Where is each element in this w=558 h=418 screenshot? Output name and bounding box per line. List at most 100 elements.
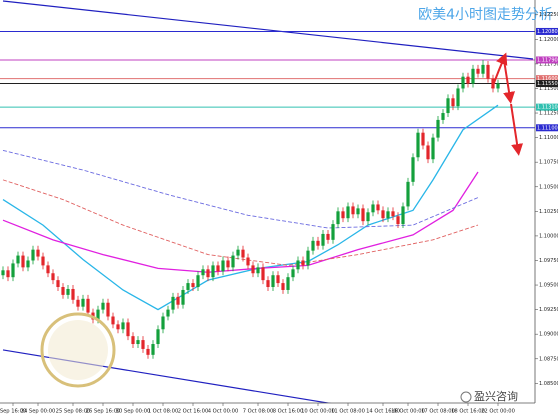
x-tick-label: 8 Oct 16:00 xyxy=(273,409,304,415)
candle-body xyxy=(381,210,385,219)
candle-body xyxy=(261,267,265,281)
logo-fill xyxy=(48,320,108,380)
candle-body xyxy=(291,269,295,278)
candle-body xyxy=(371,204,375,213)
forecast-arrow xyxy=(510,103,524,156)
watermark: 盈兴咨询 xyxy=(474,389,518,403)
candle-body xyxy=(111,316,115,325)
candle-body xyxy=(396,216,400,225)
candle-body xyxy=(236,249,240,256)
candle-body xyxy=(296,260,300,270)
candle-body xyxy=(496,83,500,89)
candle-body xyxy=(41,256,45,266)
candle-body xyxy=(36,249,40,257)
forecast-arrow xyxy=(491,52,508,89)
candle-body xyxy=(216,265,220,272)
candle-body xyxy=(351,206,355,215)
candle-body xyxy=(456,88,460,107)
candle-body xyxy=(96,309,100,320)
y-tick-label: 1.11000 xyxy=(539,135,558,141)
x-tick-label: 24 Sep 00:00 xyxy=(21,409,56,415)
candle-body xyxy=(386,211,390,219)
y-tick-label: 1.10250 xyxy=(539,209,558,215)
x-tick-label: 2 Oct 16:00 xyxy=(178,409,209,415)
candle-body xyxy=(206,269,210,278)
level-label: 1.11100 xyxy=(537,125,558,131)
candle-body xyxy=(301,260,305,266)
y-tick-label: 1.08500 xyxy=(539,381,558,387)
candle-body xyxy=(341,211,345,219)
watermark-icon xyxy=(460,391,472,403)
candle-body xyxy=(416,132,420,158)
x-tick-label: 11 Oct 08:00 xyxy=(331,409,365,415)
candle-body xyxy=(286,277,290,290)
x-tick-label: Sep 16:00 xyxy=(0,409,26,415)
candle-body xyxy=(201,269,205,276)
x-tick-label: 4 Oct 00:00 xyxy=(208,409,239,415)
candle-body xyxy=(391,211,395,217)
y-tick-label: 1.10500 xyxy=(539,184,558,190)
level-label: 1.12080 xyxy=(537,29,558,35)
level-label: 1.11310 xyxy=(537,105,558,111)
candle-body xyxy=(326,233,330,240)
candle-body xyxy=(241,249,245,258)
candle-body xyxy=(166,309,170,317)
candle-body xyxy=(51,273,55,281)
y-tick-label: 1.11750 xyxy=(539,61,558,67)
candle-body xyxy=(81,298,85,307)
candle-body xyxy=(146,348,150,355)
level-label-box xyxy=(536,103,558,111)
candle-body xyxy=(21,255,25,268)
y-tick-label: 1.11250 xyxy=(539,111,558,117)
candle-body xyxy=(161,316,165,330)
candle-body xyxy=(376,204,380,211)
candle-body xyxy=(56,280,60,288)
candle-body xyxy=(276,275,280,284)
y-tick-label: 1.10750 xyxy=(539,160,558,166)
candle-body xyxy=(366,212,370,222)
candle-body xyxy=(476,68,480,74)
candle-body xyxy=(231,255,235,268)
candle-body xyxy=(131,336,135,345)
logo xyxy=(40,312,116,388)
logo-ring xyxy=(40,312,116,388)
moving-average xyxy=(2,149,479,229)
level-label-box xyxy=(536,124,558,132)
candle-body xyxy=(271,275,275,288)
candle-body xyxy=(446,98,450,114)
candle-body xyxy=(191,283,195,288)
candle-body xyxy=(431,137,435,160)
candle-body xyxy=(346,206,350,219)
x-tick-label: 30 Sep 00:00 xyxy=(116,409,151,415)
candle-body xyxy=(246,257,250,266)
candle-body xyxy=(486,64,490,79)
candle-body xyxy=(221,260,225,272)
y-tick-label: 1.09250 xyxy=(539,307,558,313)
candle-body xyxy=(411,157,415,182)
x-tick-label: 25 Sep 08:00 xyxy=(56,409,91,415)
x-tick-label: 22 Oct 00:00 xyxy=(481,409,515,415)
y-tick-label: 1.10000 xyxy=(539,233,558,239)
candle-body xyxy=(361,208,365,222)
candle-body xyxy=(151,344,155,355)
x-tick-label: 16 Oct 00:00 xyxy=(391,409,425,415)
level-label-box xyxy=(536,80,558,88)
candle-body xyxy=(281,283,285,290)
candle-body xyxy=(6,270,10,278)
candle-body xyxy=(86,298,90,313)
x-tick-label: 14 Oct 16:00 xyxy=(366,409,400,415)
candle-body xyxy=(441,113,445,120)
candle-body xyxy=(16,255,20,264)
y-tick-label: 1.11500 xyxy=(539,86,558,92)
trend-line xyxy=(2,0,534,60)
candle-body xyxy=(66,288,70,295)
level-label-box xyxy=(536,27,558,35)
candle-body xyxy=(186,283,190,290)
y-tick-label: 1.09500 xyxy=(539,283,558,289)
candle-body xyxy=(71,288,75,300)
level-label: 1.11790 xyxy=(537,57,558,63)
y-tick-label: 1.08750 xyxy=(539,356,558,362)
candle-body xyxy=(306,250,310,266)
candle-body xyxy=(466,76,470,84)
candle-body xyxy=(436,119,440,138)
